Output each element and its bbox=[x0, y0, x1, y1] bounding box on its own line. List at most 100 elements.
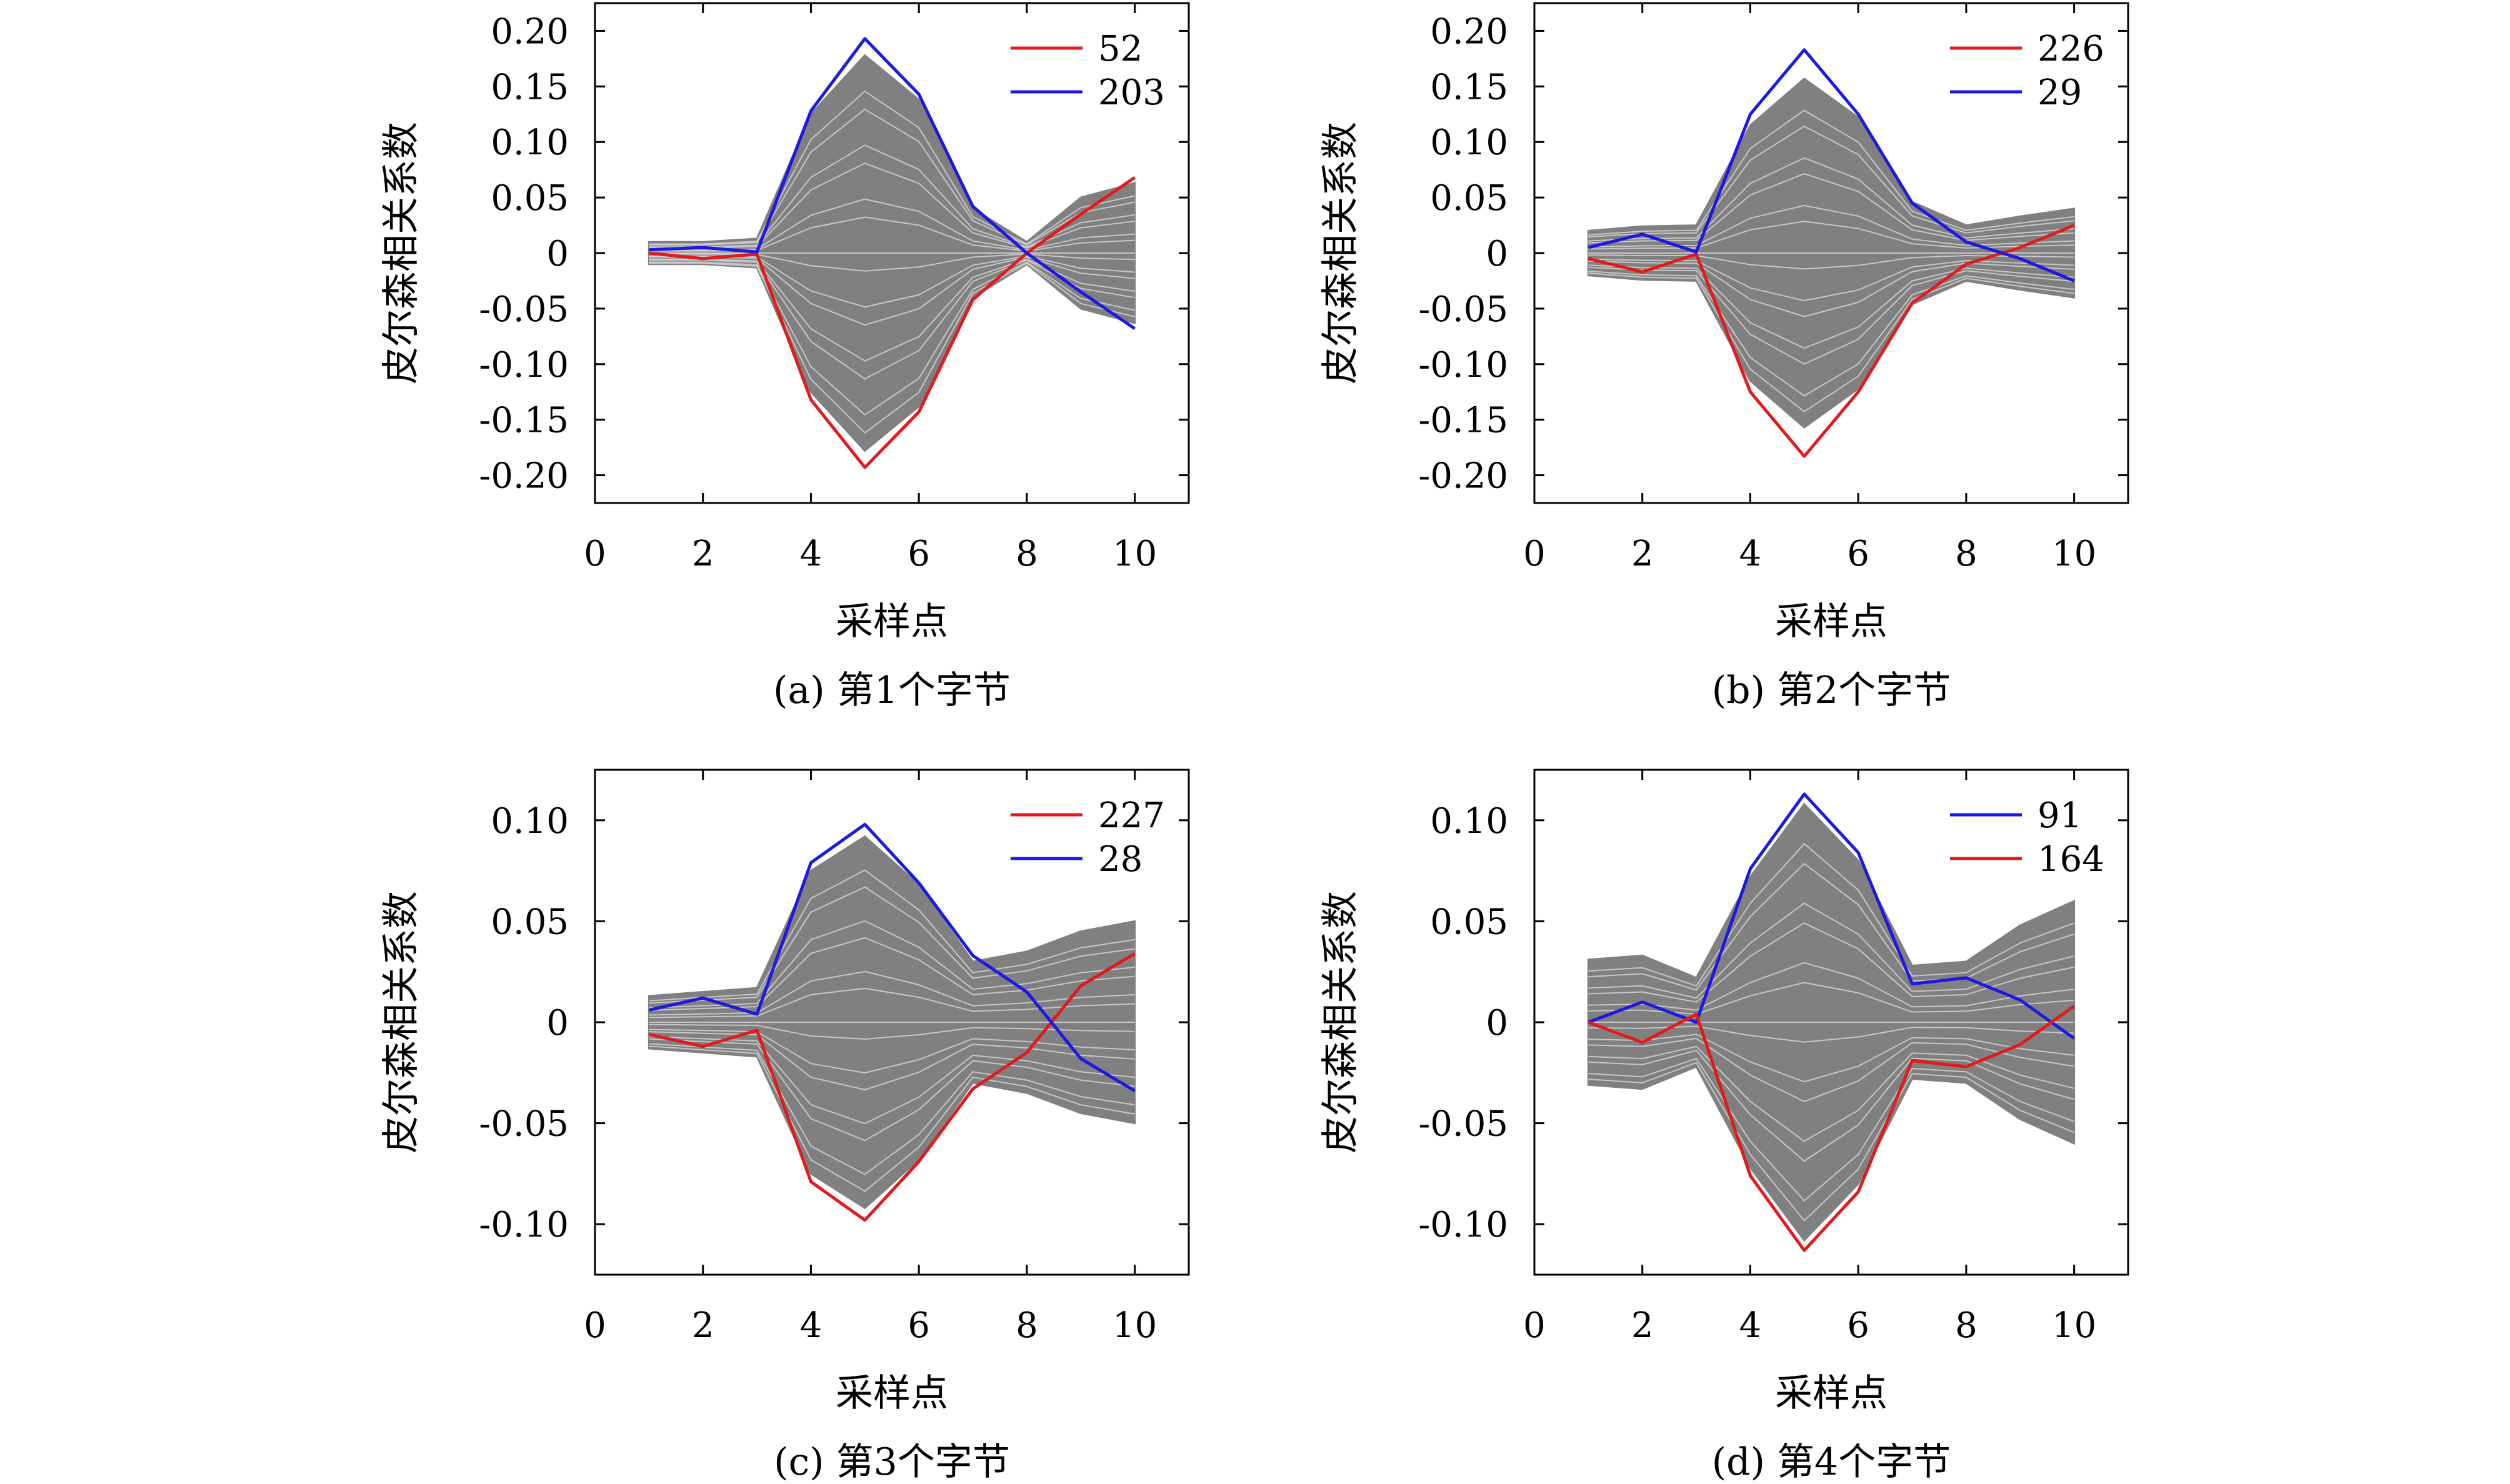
y-tick-label: 0.15 bbox=[491, 67, 569, 107]
y-tick-label: -0.20 bbox=[1418, 456, 1508, 497]
plot-area bbox=[1587, 792, 2076, 1252]
x-tick-label: 6 bbox=[1847, 534, 1869, 574]
series-line-29 bbox=[1588, 48, 2075, 282]
x-tick-label: 10 bbox=[2052, 1305, 2096, 1346]
plot-area bbox=[1587, 48, 2076, 458]
legend-label: 52 bbox=[1098, 29, 1142, 69]
x-tick-label: 0 bbox=[1523, 1305, 1546, 1346]
series-line-203 bbox=[649, 37, 1136, 330]
y-tick-label: -0.15 bbox=[479, 401, 569, 441]
background-trace-gap bbox=[1588, 902, 2074, 999]
y-tick-label: 0.10 bbox=[1430, 122, 1508, 163]
series-line-164 bbox=[1588, 1005, 2076, 1252]
background-trace-gap bbox=[1588, 264, 2074, 349]
chart-panel-1: 0 2 4 6 8 10 -0.20 -0.15 -0.10 -0.05 0 0.05 0.10 0.15… bbox=[379, 2, 1190, 712]
background-trace-gap bbox=[649, 869, 1135, 1002]
plot-area bbox=[648, 37, 1136, 469]
y-tick-label: 0 bbox=[546, 1003, 569, 1043]
series-line-226 bbox=[1588, 224, 2075, 458]
legend-label: 203 bbox=[1098, 72, 1165, 113]
x-tick-label: 0 bbox=[1523, 534, 1546, 574]
panel-caption: (c) 第3个字节 bbox=[774, 1440, 1010, 1484]
background-trace-gap bbox=[1588, 1058, 2074, 1202]
y-tick-label: 0 bbox=[1486, 234, 1508, 274]
x-tick-label: 6 bbox=[908, 1305, 930, 1346]
background-trace-gap bbox=[649, 970, 1135, 1016]
x-axis-label: 采样点 bbox=[1775, 1372, 1888, 1415]
background-trace-gap bbox=[1588, 272, 2074, 412]
background-trace-gap bbox=[1588, 204, 2074, 248]
y-tick-label: 0 bbox=[1486, 1003, 1508, 1043]
y-axis-label: 皮尔森相关系数 bbox=[1319, 891, 1362, 1153]
y-tick-label: -0.05 bbox=[1418, 289, 1508, 330]
x-tick-label: 2 bbox=[692, 534, 714, 574]
x-tick-label: 4 bbox=[1739, 1305, 1762, 1346]
background-trace-gap bbox=[649, 261, 1135, 416]
background-trace-gap bbox=[649, 1045, 1135, 1192]
chart-panel-4: 0 2 4 6 8 10 -0.10 -0.05 0 0.05 0.10 采样点 皮尔森相关系数 (d) … bbox=[1319, 769, 2129, 1484]
chart-panel-3: 0 2 4 6 8 10 -0.10 -0.05 0 0.05 0.10 采样点 皮尔森相关系数 (c) … bbox=[379, 769, 1190, 1484]
background-trace-gap bbox=[1588, 109, 2074, 236]
x-tick-label: 8 bbox=[1955, 1305, 1978, 1346]
x-tick-label: 10 bbox=[2052, 534, 2096, 574]
x-tick-label: 8 bbox=[1955, 534, 1978, 574]
x-tick-label: 2 bbox=[692, 1305, 714, 1346]
background-trace-gap bbox=[1588, 1050, 2074, 1162]
panel-caption: (d) 第4个字节 bbox=[1712, 1440, 1951, 1484]
x-tick-label: 10 bbox=[1112, 1305, 1157, 1346]
background-trace-gap bbox=[649, 108, 1135, 246]
y-tick-label: 0.10 bbox=[491, 801, 569, 842]
series-line-227 bbox=[648, 952, 1136, 1222]
x-tick-label: 0 bbox=[584, 534, 606, 574]
y-tick-label: -0.05 bbox=[1418, 1104, 1508, 1145]
y-tick-label: 0 bbox=[546, 234, 569, 274]
y-tick-label: -0.05 bbox=[479, 289, 569, 330]
x-tick-label: 4 bbox=[1739, 534, 1762, 574]
y-tick-label: 0.20 bbox=[1430, 11, 1508, 52]
y-tick-label: 0.10 bbox=[1430, 801, 1508, 842]
x-tick-label: 4 bbox=[800, 1305, 822, 1346]
background-trace-gap bbox=[649, 886, 1135, 1004]
legend-label: 29 bbox=[2038, 72, 2082, 113]
background-trace-gap bbox=[649, 1028, 1135, 1074]
y-tick-label: -0.10 bbox=[479, 345, 569, 386]
background-trace-gap bbox=[1588, 271, 2074, 397]
background-trace-gap bbox=[1588, 173, 2074, 244]
y-tick-label: -0.10 bbox=[1418, 345, 1508, 386]
background-trace-gap bbox=[649, 987, 1135, 1018]
y-tick-label: -0.20 bbox=[479, 456, 569, 497]
y-tick-label: -0.10 bbox=[479, 1205, 569, 1245]
y-tick-label: 0.05 bbox=[1430, 178, 1508, 219]
background-trace-gap bbox=[1588, 962, 2074, 1011]
background-trace-gap bbox=[649, 1031, 1135, 1091]
background-trace-gap bbox=[1588, 157, 2074, 242]
background-trace-gap bbox=[649, 262, 1135, 434]
background-trace-gap bbox=[1588, 1037, 2074, 1102]
x-axis-label: 采样点 bbox=[836, 600, 948, 644]
background-trace-gap bbox=[1588, 922, 2074, 1003]
y-tick-label: -0.10 bbox=[1418, 1205, 1508, 1245]
background-trace-gap bbox=[649, 1043, 1135, 1175]
y-tick-label: 0.15 bbox=[1430, 67, 1508, 107]
background-trace-gap bbox=[1588, 843, 2074, 987]
x-tick-label: 2 bbox=[1631, 1305, 1654, 1346]
panel-caption: (b) 第2个字节 bbox=[1712, 669, 1951, 712]
y-tick-label: -0.05 bbox=[479, 1104, 569, 1145]
background-trace-gap bbox=[649, 90, 1135, 245]
chart-panel-2: 0 2 4 6 8 10 -0.20 -0.15 -0.10 -0.05 0 0.05 0.10 0.15… bbox=[1319, 2, 2129, 712]
background-trace-gap bbox=[649, 253, 1135, 272]
x-axis-label: 采样点 bbox=[1775, 600, 1888, 644]
x-tick-label: 8 bbox=[1016, 1305, 1038, 1346]
series-line-52 bbox=[649, 176, 1136, 469]
y-axis-label: 皮尔森相关系数 bbox=[1319, 122, 1362, 384]
x-tick-label: 6 bbox=[908, 534, 930, 574]
y-tick-label: 0.05 bbox=[1430, 902, 1508, 942]
y-axis-label: 皮尔森相关系数 bbox=[379, 122, 423, 384]
x-axis-label: 采样点 bbox=[836, 1372, 948, 1415]
x-tick-label: 10 bbox=[1112, 534, 1157, 574]
background-trace-gap bbox=[1588, 1033, 2074, 1083]
x-tick-label: 6 bbox=[1847, 1305, 1869, 1346]
background-trace-gap bbox=[1588, 862, 2074, 991]
legend-label: 91 bbox=[2038, 795, 2082, 836]
